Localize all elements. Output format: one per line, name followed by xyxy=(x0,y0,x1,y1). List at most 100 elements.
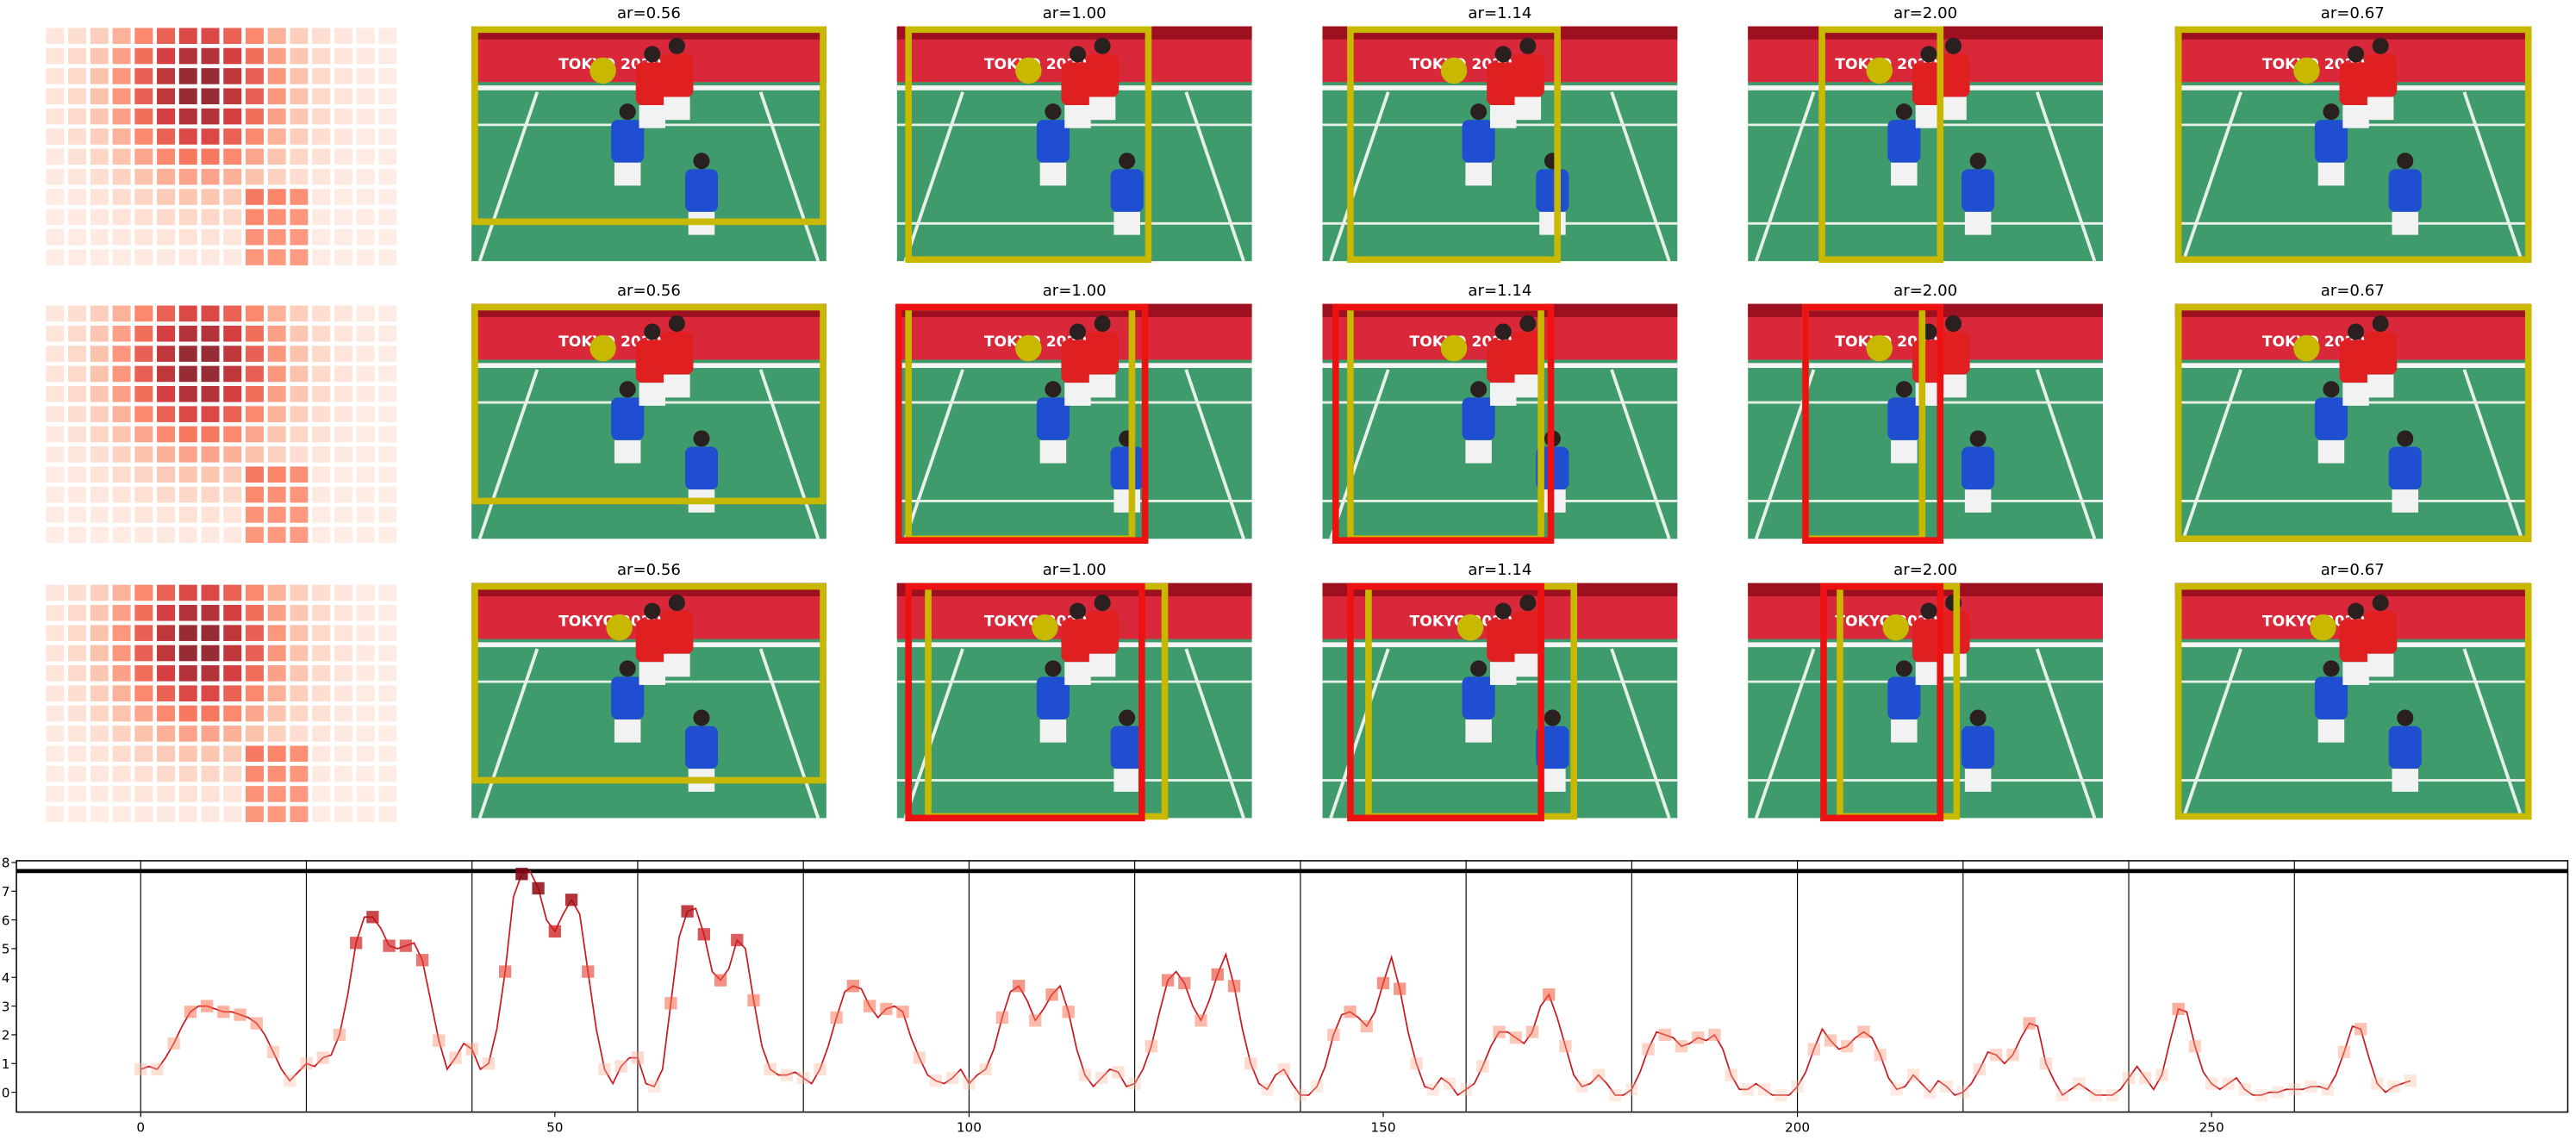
heatmap-cell xyxy=(267,148,286,165)
heatmap-cell xyxy=(46,148,65,165)
court-line xyxy=(2462,369,2523,539)
heatmap-cell xyxy=(157,625,176,641)
player xyxy=(1039,439,1067,464)
heatmap-cell xyxy=(134,765,153,782)
point-marker xyxy=(631,1051,645,1064)
y-tick-label: 0 xyxy=(2,1085,10,1100)
heatmap-cell xyxy=(267,526,286,544)
point-marker xyxy=(2387,1080,2400,1093)
point-marker xyxy=(764,1062,777,1076)
heatmap-cell xyxy=(223,28,242,44)
heatmap-cell xyxy=(312,108,331,125)
heatmap-cell xyxy=(334,765,352,782)
player xyxy=(1086,53,1120,97)
heatmap-cell xyxy=(267,605,286,621)
heatmap-cell xyxy=(90,507,109,523)
heatmap-cell xyxy=(245,168,264,185)
heatmap-cell xyxy=(245,507,264,523)
heatmap-cell xyxy=(90,189,109,205)
point-marker xyxy=(449,1051,462,1064)
player xyxy=(668,37,685,54)
player xyxy=(1069,602,1087,620)
court-line xyxy=(477,648,540,819)
heatmap-cell xyxy=(312,584,331,601)
heatmap-cell xyxy=(334,526,352,544)
point-marker xyxy=(2039,1057,2053,1070)
heatmap-cell xyxy=(267,466,286,483)
heatmap-cell xyxy=(267,346,286,362)
point-marker xyxy=(1940,1080,1953,1093)
heatmap-cell xyxy=(356,228,375,246)
heatmap-cell xyxy=(378,365,397,383)
heatmap-cell xyxy=(201,28,220,44)
court-line xyxy=(758,91,820,262)
heatmap-cell xyxy=(46,385,65,402)
player xyxy=(1964,211,1992,235)
heatmap-cell xyxy=(267,486,286,503)
player xyxy=(611,676,645,720)
player xyxy=(2392,211,2418,235)
heatmap-cell xyxy=(178,385,197,402)
player xyxy=(2314,676,2348,720)
heatmap-cell xyxy=(223,128,242,145)
heatmap-cell xyxy=(90,365,109,383)
heatmap-cell xyxy=(46,584,65,601)
marker-dot xyxy=(589,57,616,84)
heatmap-cell xyxy=(178,325,197,342)
heatmap-cell xyxy=(46,526,65,544)
box xyxy=(2174,303,2532,543)
heatmap-cell xyxy=(267,446,286,463)
heatmap-cell xyxy=(267,228,286,246)
heatmap-cell xyxy=(312,745,331,763)
heatmap-cell xyxy=(356,68,375,84)
heatmap-cell xyxy=(46,209,65,226)
player xyxy=(2317,719,2345,743)
heatmap-cell xyxy=(223,486,242,503)
court-line xyxy=(1184,91,1245,262)
photo: TOKYO 2020 xyxy=(2174,26,2530,262)
heatmap-cell xyxy=(112,68,131,84)
player xyxy=(1891,439,1918,464)
point-marker xyxy=(1327,1028,1340,1042)
player xyxy=(1039,719,1067,743)
heatmap-cell xyxy=(290,526,309,544)
heatmap-cell xyxy=(312,128,331,145)
player xyxy=(614,719,641,743)
player xyxy=(1887,676,1921,720)
player xyxy=(2317,439,2345,464)
point-marker xyxy=(1376,976,1390,990)
heatmap-cell xyxy=(223,726,242,742)
heatmap-cell xyxy=(90,685,109,702)
heatmap-cell xyxy=(378,806,397,823)
heatmap-cell xyxy=(290,685,309,702)
heatmap-cell xyxy=(201,228,220,246)
point-marker xyxy=(2337,1045,2351,1059)
point-marker xyxy=(1906,1068,1920,1081)
heatmap-cell xyxy=(178,507,197,523)
heatmap-cell xyxy=(134,786,153,802)
heatmap-cell xyxy=(334,786,352,802)
heatmap-cell xyxy=(201,305,220,322)
heatmap-cell xyxy=(378,685,397,702)
heatmap-cell xyxy=(378,47,397,65)
heatmap-cell xyxy=(112,605,131,621)
heatmap-cell xyxy=(178,446,197,463)
heatmap-cell xyxy=(68,365,87,383)
point-marker xyxy=(250,1017,263,1030)
point-marker xyxy=(564,894,578,906)
heatmap-cell xyxy=(245,209,264,226)
court-line xyxy=(1610,648,1671,819)
player xyxy=(1489,383,1517,406)
heatmap-cell xyxy=(223,685,242,702)
player xyxy=(1036,676,1070,720)
heatmap-cell xyxy=(68,446,87,463)
heatmap-cell xyxy=(245,346,264,362)
heatmap-cell xyxy=(90,426,109,443)
player xyxy=(1494,46,1512,63)
panel-title: ar=1.14 xyxy=(1468,561,1531,579)
heatmap-cell xyxy=(267,249,286,265)
heatmap-cell xyxy=(201,249,220,265)
heatmap-cell xyxy=(378,745,397,763)
heatmap-cell xyxy=(178,625,197,641)
heatmap-cell xyxy=(112,665,131,682)
